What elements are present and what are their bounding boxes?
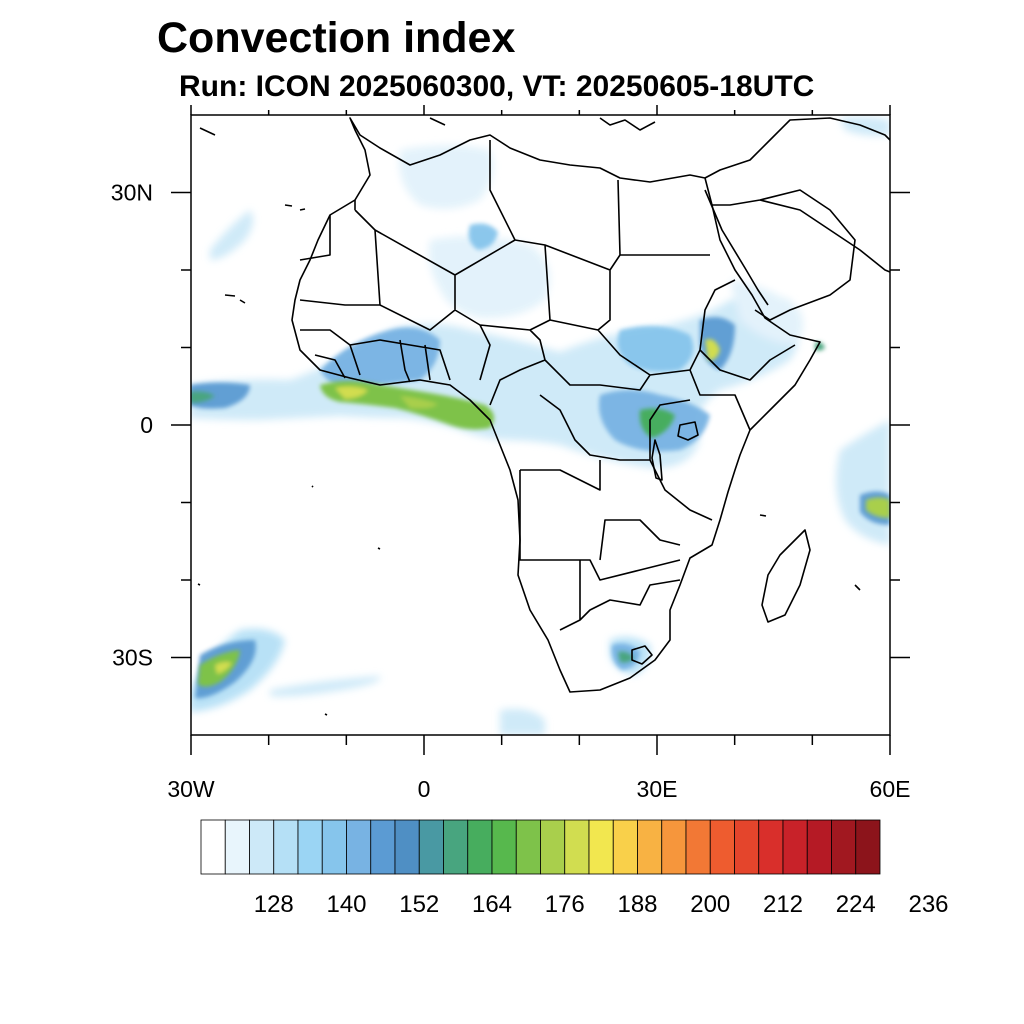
field-blob-south-streak: [270, 676, 381, 697]
colorbar-swatch: [661, 819, 687, 875]
colorbar-swatch: [637, 819, 663, 875]
x-tick-label: 0: [418, 776, 431, 802]
field-blob-south-coast: [500, 708, 545, 735]
colorbar-swatch: [346, 819, 372, 875]
colorbar-swatch: [370, 819, 396, 875]
map-title: Convection index: [157, 14, 516, 62]
madagascar-coastline: [761, 529, 811, 623]
x-tick-label: 60E: [870, 776, 911, 802]
colorbar-swatch: [709, 819, 735, 875]
x-tick-label: 30E: [637, 776, 678, 802]
colorbar-label: 200: [690, 891, 730, 918]
arabia-coastline: [704, 117, 890, 321]
africa-coastline: [291, 117, 821, 693]
colorbar-swatch: [321, 819, 347, 875]
field-blob-sahel: [428, 236, 550, 319]
colorbar-swatch: [588, 819, 614, 875]
colorbar-swatch: [249, 819, 275, 875]
convection-field: [191, 116, 890, 735]
colorbar-swatch: [831, 819, 857, 875]
colorbar-label: 128: [254, 891, 294, 918]
national-borders: [299, 140, 796, 631]
colorbar-label: 236: [908, 891, 948, 918]
axis-ticks: [171, 105, 910, 755]
colorbar-swatch: [806, 819, 832, 875]
run-subtitle: Run: ICON 2025060300, VT: 20250605-18UTC: [179, 70, 815, 103]
colorbar-swatch: [734, 819, 760, 875]
colorbar-swatch: [224, 819, 250, 875]
field-blob-madagascar-east: [836, 420, 890, 545]
colorbar-swatch: [782, 819, 808, 875]
colorbar-label: 140: [326, 891, 366, 918]
colorbar-label: 212: [763, 891, 803, 918]
colorbar-label: 152: [399, 891, 439, 918]
field-blob-atlantic-streak: [210, 210, 254, 260]
colorbar-label: 188: [617, 891, 657, 918]
colorbar-swatch: [855, 819, 881, 875]
coastlines-and-borders: [197, 117, 890, 716]
field-blob-arabia: [730, 280, 804, 345]
colorbar-swatch: [394, 819, 420, 875]
colorbar-swatch: [443, 819, 469, 875]
colorbar-swatch: [685, 819, 711, 875]
colorbar-swatch: [297, 819, 323, 875]
colorbar-swatch: [418, 819, 444, 875]
colorbar-swatch: [491, 819, 517, 875]
colorbar-swatch: [467, 819, 493, 875]
colorbar-label: 176: [545, 891, 585, 918]
colorbar-labels: 128 140 152 164 176 188 200 212 224 236: [254, 891, 949, 918]
colorbar-swatch: [612, 819, 638, 875]
colorbar-swatch: [200, 819, 226, 875]
colorbar-label: 164: [472, 891, 512, 918]
y-tick-label: 30N: [111, 180, 153, 206]
y-tick-label: 30S: [112, 645, 153, 671]
field-blob-north-africa: [399, 145, 494, 209]
colorbar-swatch: [540, 819, 566, 875]
y-tick-label: 0: [140, 412, 153, 438]
x-tick-label: 30W: [167, 776, 215, 802]
colorbar-swatch: [758, 819, 784, 875]
colorbar-swatch: [273, 819, 299, 875]
colorbar-swatch: [515, 819, 541, 875]
lesotho-border: [631, 645, 653, 665]
lake-tanganyika: [651, 439, 663, 481]
colorbar-label: 224: [836, 891, 876, 918]
lake-victoria: [677, 421, 699, 441]
colorbar-swatch: [564, 819, 590, 875]
axis-tick-labels: 30W 0 30E 60E 30N 0 30S: [111, 180, 911, 803]
colorbar: [200, 819, 881, 875]
